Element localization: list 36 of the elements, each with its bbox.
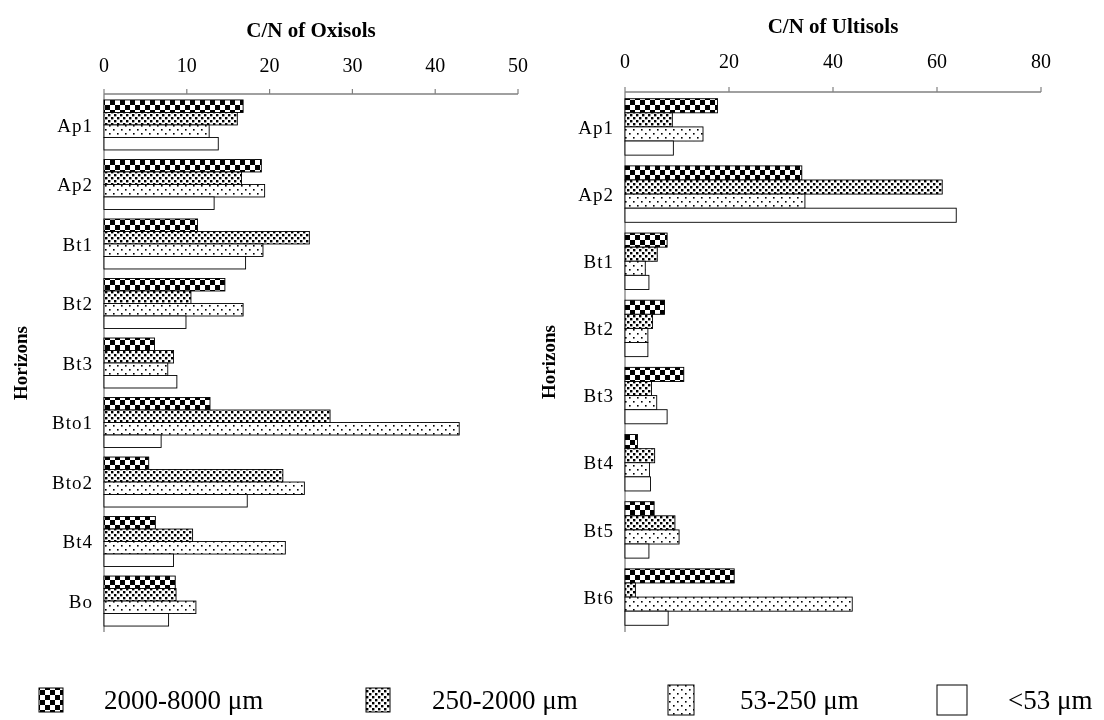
y-tick-label: Bt5 (583, 519, 614, 541)
y-tick-label: Bo (68, 590, 93, 612)
x-tick-label: 20 (259, 54, 280, 76)
y-tick-label: Bt4 (583, 452, 614, 474)
y-tick-label: Bto1 (52, 412, 93, 434)
legend-label: <53 μm (1008, 685, 1093, 716)
x-tick-label: 80 (1031, 50, 1051, 72)
x-tick-label: 0 (620, 50, 630, 72)
y-tick-label: Bt6 (583, 586, 614, 608)
x-tick-label: 60 (927, 50, 947, 72)
chart-title: C/N of Ultisols (767, 14, 899, 38)
y-tick-label: Bt2 (62, 293, 93, 315)
legend-label: 53-250 μm (740, 685, 859, 716)
y-tick-label: Bto2 (52, 471, 93, 493)
y-tick-label: Bt2 (583, 318, 614, 340)
chart-title: C/N of Oxisols (246, 18, 376, 42)
x-tick-label: 20 (719, 50, 739, 72)
x-tick-label: 30 (342, 54, 363, 76)
x-tick-label: 40 (425, 54, 446, 76)
y-tick-label: Bt3 (62, 352, 93, 374)
y-axis-title: Horizons (9, 326, 31, 400)
x-tick-label: 50 (508, 54, 528, 76)
x-tick-label: 10 (176, 54, 197, 76)
legend-label: 250-2000 μm (432, 685, 578, 716)
legend-label: 2000-8000 μm (104, 685, 264, 716)
y-tick-label: Ap2 (57, 174, 93, 196)
y-tick-label: Bt1 (583, 250, 614, 272)
y-tick-label: Bt1 (62, 233, 93, 255)
x-tick-label: 0 (99, 54, 109, 76)
y-axis-title: Horizons (537, 325, 559, 399)
y-tick-label: Bt4 (62, 531, 93, 553)
y-tick-label: Ap1 (57, 114, 93, 136)
y-tick-label: Bt3 (583, 385, 614, 407)
y-tick-label: Ap2 (578, 183, 614, 205)
x-tick-label: 40 (823, 50, 843, 72)
y-tick-label: Ap1 (578, 116, 614, 138)
